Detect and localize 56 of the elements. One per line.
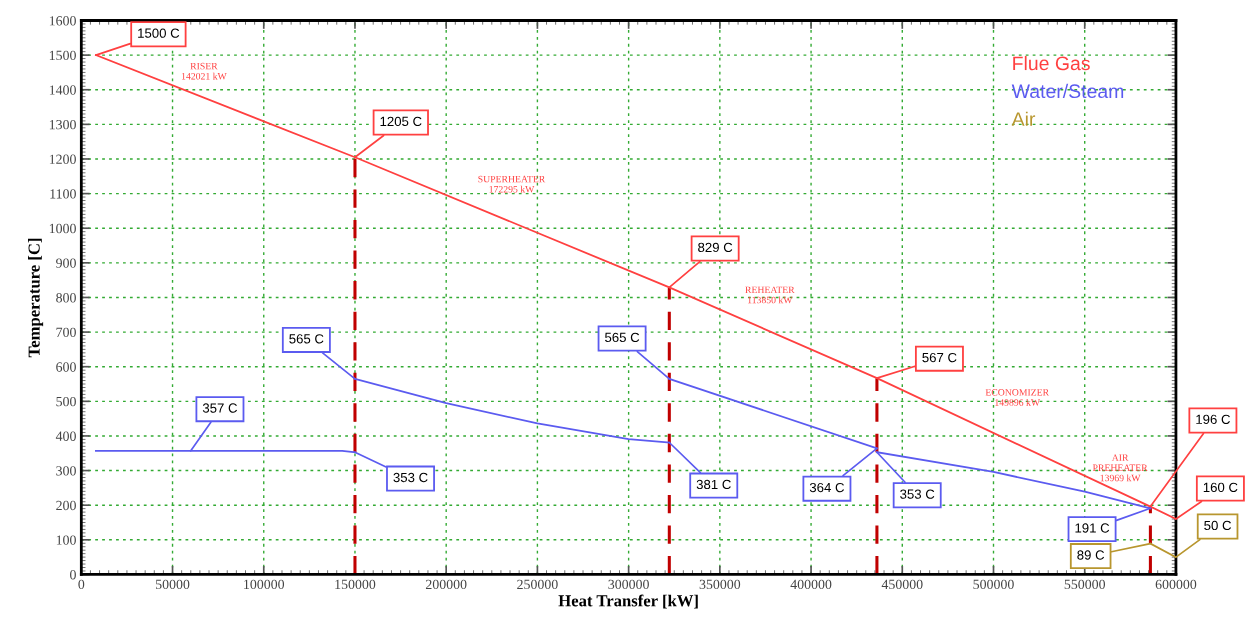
- x-tick-label: 600000: [1155, 579, 1197, 590]
- y-tick-label: 1000: [49, 223, 76, 234]
- annotation: AIR PREHEATER 13969 kW: [1092, 454, 1148, 482]
- x-tick-label: 50000: [155, 579, 190, 590]
- x-tick-label: 400000: [790, 579, 832, 590]
- y-tick-label: 1200: [49, 154, 76, 164]
- y-tick-label: 400: [55, 431, 76, 441]
- annotation: 353 C: [900, 489, 935, 499]
- annotation: 191 C: [1075, 523, 1110, 533]
- annotation: 50 C: [1204, 520, 1232, 531]
- x-axis-title: Heat Transfer [kW]: [558, 594, 698, 609]
- x-tick-label: 550000: [1064, 579, 1106, 590]
- x-tick-label: 350000: [699, 579, 741, 590]
- y-tick-label: 1600: [49, 16, 76, 26]
- text: Flue Gas: [1013, 55, 1090, 71]
- x-tick-label: 150000: [335, 579, 376, 590]
- text: Air: [1011, 111, 1036, 126]
- y-tick-label: 100: [56, 535, 76, 545]
- annotation: 829 C: [698, 242, 733, 253]
- x-tick-label: 300000: [608, 579, 649, 590]
- x-tick-label: 450000: [881, 579, 923, 590]
- x-tick-label: 250000: [517, 579, 558, 590]
- annotation: ECONOMIZER 149896 kW: [985, 389, 1050, 406]
- y-tick-label: 600: [56, 362, 76, 372]
- x-tick-label: 0: [78, 579, 85, 590]
- annotation: 353 C: [393, 472, 428, 483]
- annotation: REHEATER 113850 kW: [745, 286, 795, 304]
- y-tick-label: 200: [56, 500, 76, 511]
- x-tick-label: 100000: [244, 579, 285, 590]
- y-tick-label: 1100: [50, 189, 76, 199]
- y-axis-title: Temperature [C]: [28, 238, 44, 358]
- annotation: 89 C: [1077, 550, 1105, 560]
- y-tick-label: 500: [56, 396, 76, 407]
- annotation: RISER 142021 kW: [181, 62, 227, 80]
- annotation: 160 C: [1203, 482, 1238, 493]
- annotation: 1205 C: [380, 116, 422, 127]
- annotation: 565 C: [289, 334, 324, 344]
- y-tick-label: 1500: [49, 50, 76, 61]
- annotation: 565 C: [605, 332, 640, 343]
- y-tick-label: 800: [56, 293, 76, 303]
- annotation: 1500 C: [138, 28, 180, 38]
- y-tick-label: 0: [70, 570, 76, 580]
- x-tick-label: 200000: [425, 579, 467, 590]
- annotation: SUPERHEATER 172295 kW: [478, 175, 546, 193]
- annotation: 196 C: [1196, 414, 1230, 424]
- text: Water/Steam: [1011, 83, 1124, 99]
- x-tick-label: 500000: [973, 579, 1014, 590]
- annotation: 567 C: [922, 352, 957, 363]
- y-tick-label: 1400: [49, 85, 76, 95]
- y-tick-label: 1300: [49, 119, 76, 130]
- annotation: 357 C: [202, 403, 238, 413]
- y-tick-label: 900: [56, 258, 76, 268]
- y-tick-label: 700: [56, 327, 76, 338]
- annotation: 381 C: [696, 479, 731, 490]
- annotation: 364 C: [809, 482, 845, 493]
- y-tick-label: 300: [56, 466, 76, 476]
